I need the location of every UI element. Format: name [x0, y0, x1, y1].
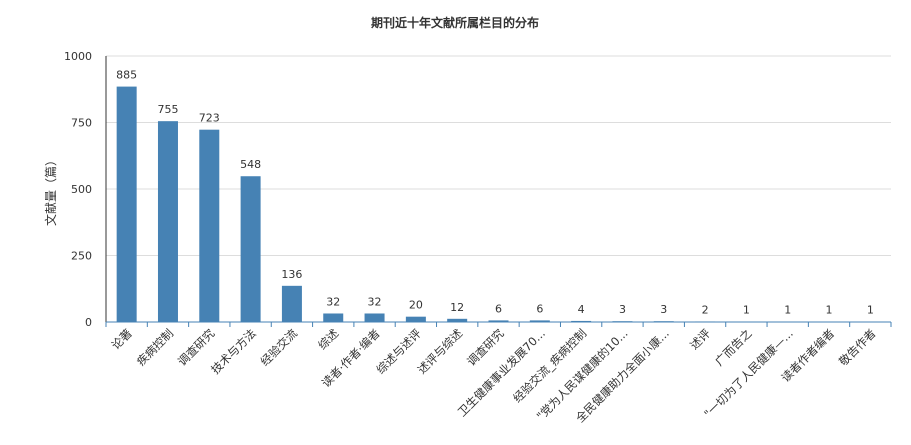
- x-category-label: 论著: [109, 326, 135, 352]
- bar[interactable]: [695, 321, 716, 322]
- y-tick-label: 250: [71, 250, 92, 263]
- x-category-label: 敬告作者: [836, 326, 878, 368]
- bar-value-label: 1: [743, 304, 750, 317]
- x-category-label: 经验交流: [258, 326, 301, 369]
- x-category-label: 调查研究: [175, 326, 218, 369]
- gridlines: [106, 55, 891, 256]
- x-category-label: 疾病控制: [134, 326, 176, 368]
- bar[interactable]: [281, 285, 302, 322]
- bar[interactable]: [364, 313, 385, 322]
- bar[interactable]: [323, 313, 344, 322]
- bar-value-label: 548: [240, 158, 261, 171]
- bar-value-label: 1: [867, 304, 874, 317]
- y-tick-label: 500: [71, 183, 92, 196]
- x-category-label: 述评: [687, 326, 714, 353]
- bar[interactable]: [405, 316, 426, 322]
- bar[interactable]: [116, 86, 137, 322]
- y-axis-label: 文献量（篇）: [43, 154, 58, 226]
- bar[interactable]: [653, 321, 674, 322]
- bar[interactable]: [612, 321, 633, 322]
- bar-value-label: 6: [495, 302, 502, 315]
- bar[interactable]: [488, 320, 509, 322]
- axes: [105, 56, 892, 327]
- x-category-label: 调查研究: [464, 326, 507, 369]
- x-category-label: 经验交流_疾病控制: [510, 326, 589, 405]
- bar-value-label: 20: [409, 299, 423, 312]
- bar-value-label: 2: [702, 303, 709, 316]
- bar-value-label: 32: [368, 295, 382, 308]
- bar-value-label: 136: [281, 268, 302, 281]
- bar-value-label: 12: [450, 301, 464, 314]
- y-tick-label: 750: [71, 117, 92, 130]
- bar-value-label: 885: [116, 69, 137, 82]
- chart-title: 期刊近十年文献所属栏目的分布: [371, 15, 539, 30]
- bar[interactable]: [571, 320, 592, 322]
- bar-value-label: 1: [784, 304, 791, 317]
- x-category-label: 广而告之: [712, 326, 755, 369]
- bar[interactable]: [447, 318, 468, 322]
- x-category-label: 述评与综述: [415, 326, 466, 377]
- bar[interactable]: [157, 121, 178, 322]
- bar-value-label: 755: [157, 103, 178, 116]
- bar-value-label: 32: [326, 295, 340, 308]
- bar[interactable]: [240, 176, 261, 322]
- bars: [116, 86, 881, 322]
- bar-value-label: 4: [578, 303, 585, 316]
- y-tick-label: 0: [85, 316, 92, 329]
- bar-value-label: 3: [619, 303, 626, 316]
- bar-value-label: 3: [660, 303, 667, 316]
- bar-value-label: 1: [826, 304, 833, 317]
- y-tick-label: 1000: [64, 50, 92, 63]
- bar-value-label: 723: [199, 112, 220, 125]
- x-category-label: 技术与方法: [208, 326, 259, 377]
- y-axis-ticks: 0 250 500 750 1000: [64, 50, 92, 329]
- bar[interactable]: [199, 129, 220, 322]
- bar-value-label: 6: [536, 302, 543, 315]
- bar[interactable]: [529, 320, 550, 322]
- x-category-label: 综述: [315, 326, 342, 353]
